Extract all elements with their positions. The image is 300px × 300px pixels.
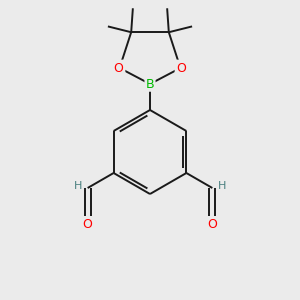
Text: O: O [207, 218, 217, 230]
Text: O: O [176, 61, 186, 74]
Text: O: O [114, 61, 124, 74]
Text: B: B [146, 77, 154, 91]
Text: O: O [83, 218, 93, 230]
Text: H: H [218, 181, 226, 191]
Text: H: H [74, 181, 82, 191]
